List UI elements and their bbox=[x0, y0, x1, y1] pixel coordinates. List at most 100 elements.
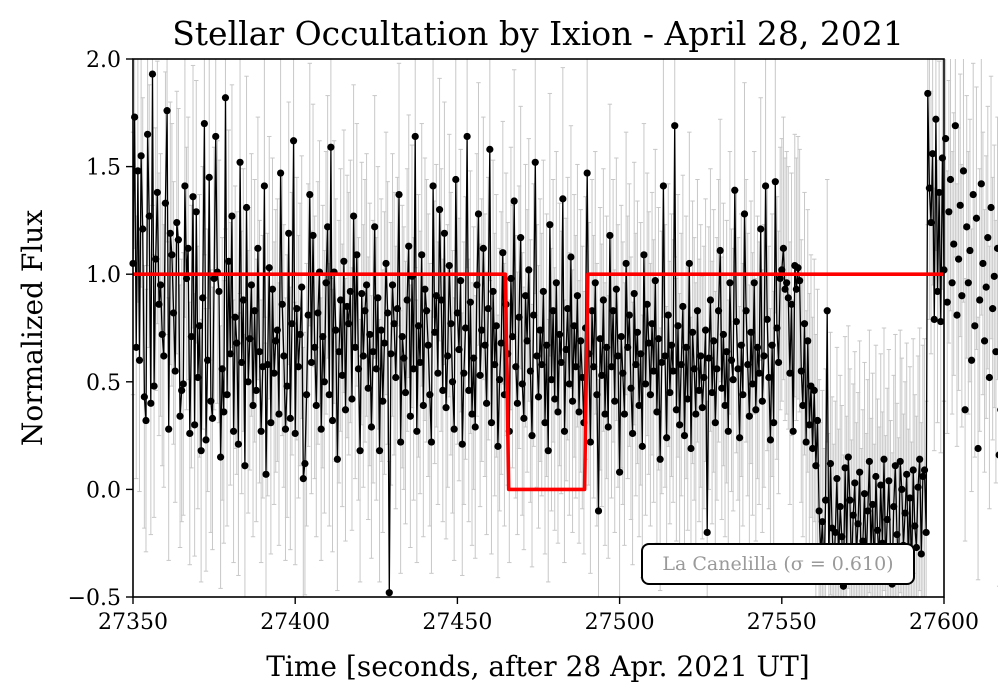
data-point bbox=[645, 339, 653, 347]
data-point bbox=[327, 143, 335, 151]
data-point bbox=[518, 380, 526, 388]
data-point bbox=[413, 427, 421, 435]
data-point bbox=[533, 352, 541, 360]
data-point bbox=[530, 311, 538, 319]
data-point bbox=[322, 279, 330, 287]
data-point bbox=[337, 296, 345, 304]
data-point bbox=[536, 326, 544, 334]
data-point bbox=[959, 167, 968, 175]
data-point bbox=[766, 436, 775, 444]
data-point bbox=[228, 212, 236, 220]
data-point bbox=[974, 444, 982, 453]
data-point bbox=[698, 404, 706, 412]
data-point bbox=[804, 337, 812, 345]
data-point bbox=[534, 393, 543, 401]
data-point bbox=[914, 483, 922, 491]
data-point bbox=[637, 350, 645, 358]
data-point bbox=[233, 339, 241, 347]
data-point bbox=[145, 212, 153, 220]
data-point bbox=[774, 358, 783, 367]
data-point bbox=[779, 244, 788, 252]
data-point bbox=[745, 412, 753, 420]
data-point bbox=[606, 231, 614, 240]
data-point bbox=[985, 373, 994, 382]
data-point bbox=[909, 466, 917, 474]
data-point bbox=[967, 356, 976, 364]
data-point bbox=[984, 234, 992, 242]
data-point bbox=[286, 414, 294, 422]
data-point bbox=[546, 221, 554, 229]
data-point bbox=[568, 397, 577, 405]
data-point bbox=[784, 294, 792, 302]
data-point bbox=[860, 490, 869, 498]
data-point bbox=[148, 70, 157, 78]
chart-title: Stellar Occultation by Ixion - April 28,… bbox=[172, 14, 904, 53]
data-point bbox=[242, 203, 251, 212]
data-point bbox=[627, 384, 635, 392]
data-point bbox=[429, 182, 437, 190]
data-point bbox=[760, 352, 768, 360]
data-point bbox=[690, 365, 698, 373]
data-point bbox=[366, 330, 374, 339]
data-point bbox=[401, 388, 410, 397]
data-point bbox=[499, 249, 507, 257]
data-point bbox=[846, 496, 854, 504]
data-point bbox=[695, 386, 703, 395]
data-point bbox=[783, 279, 791, 287]
data-point bbox=[771, 178, 779, 186]
data-point bbox=[465, 386, 473, 395]
data-point bbox=[951, 122, 959, 130]
data-point bbox=[982, 283, 990, 291]
data-point bbox=[431, 328, 439, 336]
data-point bbox=[340, 257, 348, 265]
data-point bbox=[711, 419, 719, 427]
data-point bbox=[854, 520, 862, 528]
data-point bbox=[578, 373, 586, 382]
data-point bbox=[826, 459, 835, 468]
data-point bbox=[393, 305, 401, 313]
data-point bbox=[590, 363, 598, 371]
data-point bbox=[671, 122, 679, 130]
data-point bbox=[761, 182, 770, 190]
data-point bbox=[195, 322, 204, 330]
data-point bbox=[980, 337, 989, 345]
data-point bbox=[572, 363, 580, 371]
data-point bbox=[262, 470, 270, 478]
data-point bbox=[789, 427, 797, 435]
data-point bbox=[405, 242, 413, 250]
observed-points bbox=[129, 70, 998, 597]
data-point bbox=[919, 472, 927, 481]
data-point bbox=[935, 188, 943, 197]
data-point bbox=[721, 401, 729, 410]
data-point bbox=[226, 350, 234, 358]
data-point bbox=[367, 423, 376, 431]
data-point bbox=[521, 292, 530, 300]
data-point bbox=[989, 305, 997, 313]
data-point bbox=[753, 343, 762, 351]
data-point bbox=[471, 423, 479, 431]
data-point bbox=[513, 399, 522, 407]
data-point bbox=[638, 442, 646, 450]
data-point bbox=[422, 307, 431, 315]
data-point bbox=[674, 322, 682, 330]
data-point bbox=[361, 307, 369, 315]
data-point bbox=[447, 320, 455, 328]
data-point bbox=[969, 190, 977, 199]
data-point bbox=[225, 257, 233, 265]
data-point bbox=[358, 289, 366, 298]
data-point bbox=[479, 244, 487, 252]
data-point bbox=[833, 475, 841, 483]
data-point bbox=[473, 281, 481, 289]
data-point bbox=[335, 348, 343, 356]
data-point bbox=[757, 225, 765, 233]
data-point bbox=[491, 360, 499, 369]
data-point bbox=[612, 285, 620, 293]
y-tick-label: 1.0 bbox=[86, 263, 121, 288]
data-point bbox=[544, 447, 552, 455]
data-point bbox=[685, 259, 693, 268]
data-point bbox=[680, 432, 689, 440]
data-point bbox=[646, 391, 655, 399]
data-point bbox=[178, 386, 186, 395]
data-point bbox=[797, 367, 805, 375]
data-point bbox=[708, 388, 716, 397]
